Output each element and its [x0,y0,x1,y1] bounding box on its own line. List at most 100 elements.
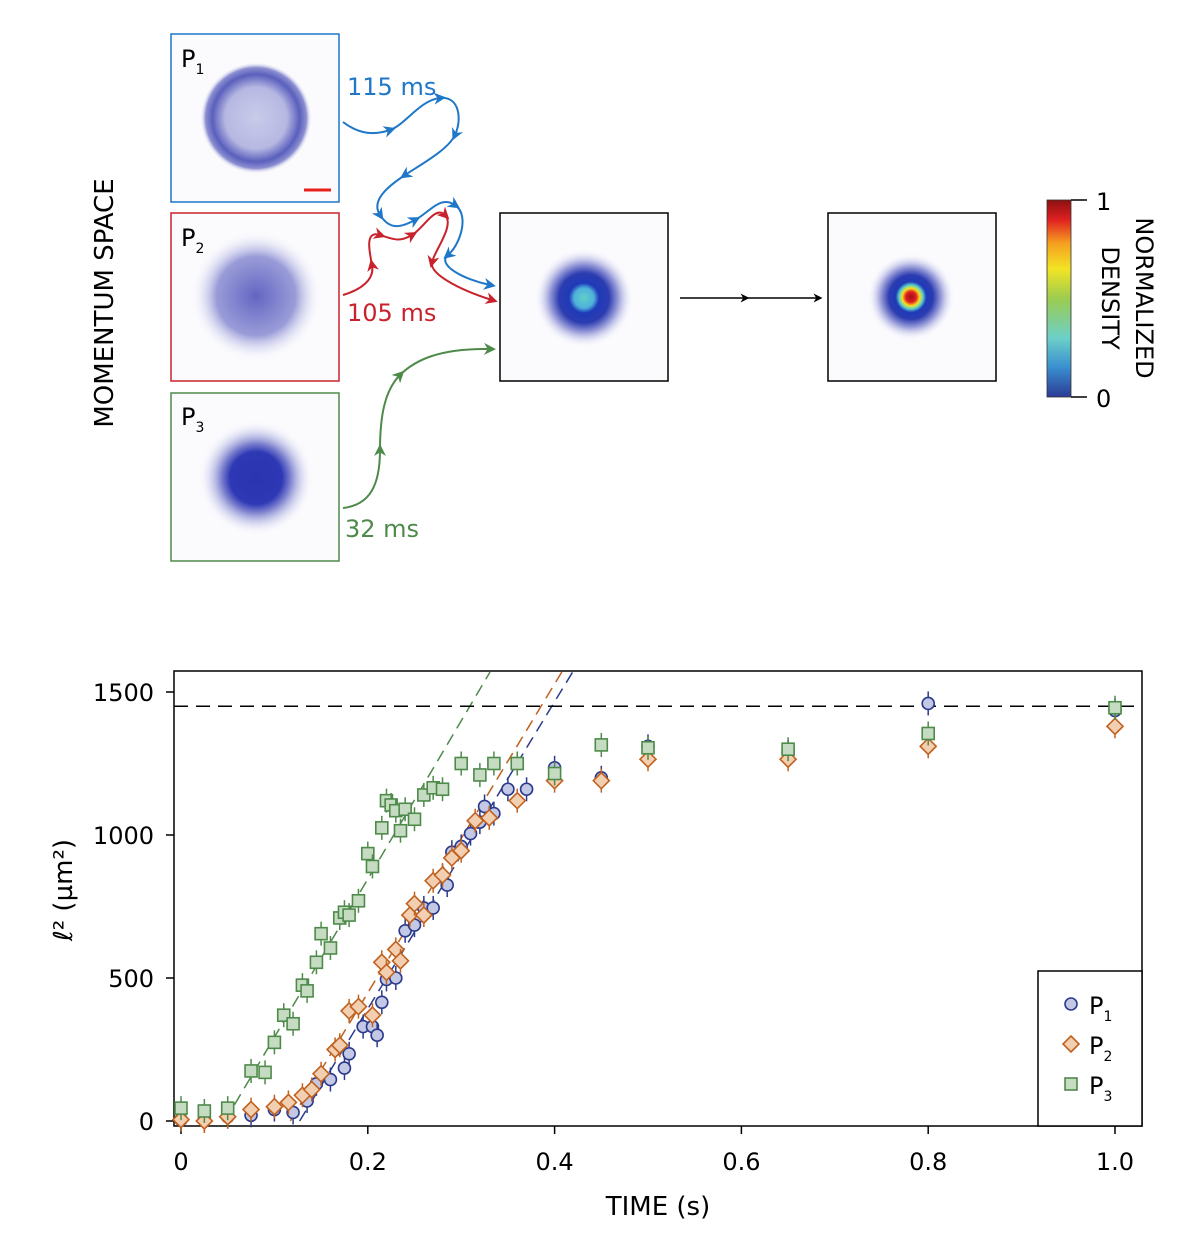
atom-cloud-dense [198,420,314,536]
data-point [337,1061,352,1075]
data-point [781,742,795,757]
time-label-p2: 105 ms [347,299,436,327]
legend-marker [1061,1034,1081,1054]
data-point [330,1036,349,1055]
series-p2 [171,714,1125,1133]
data-point [302,1080,321,1099]
fit-line-p1 [298,671,574,1122]
data-point [370,1028,384,1042]
x-axis: 0 0.2 0.4 0.6 0.8 1.0 [173,1126,1134,1176]
data-point [363,1006,382,1025]
data-point [1108,700,1122,715]
legend-item-p2: P2 [1061,1032,1112,1065]
data-point [921,696,936,711]
fit-lines [224,671,574,1122]
data-point [487,756,501,771]
x-tick-label: 0.2 [349,1148,387,1176]
colorbar: 1 0 NORMALIZED DENSITY [1046,188,1158,413]
data-point [508,791,527,810]
data-point [405,894,424,913]
condensate-initial [534,248,634,348]
momentum-space-label: MOMENTUM SPACE [90,178,120,427]
panel-label-p3: P3 [181,403,204,436]
y-axis: 0 500 1000 1500 [93,679,174,1136]
data-point [314,926,328,941]
data-point [433,865,452,885]
x-tick-label: 0.6 [722,1148,760,1176]
data-point [501,782,515,797]
data-point [921,726,936,741]
y-tick-label: 500 [108,965,154,993]
data-point [454,756,469,771]
data-point [398,802,412,817]
legend: P1 P2 P3 [1037,970,1143,1127]
data-point [407,812,422,827]
data-point [342,908,356,922]
data-point [547,766,562,781]
data-points [171,691,1125,1133]
data-point [286,1016,300,1031]
series-p3 [174,695,1122,1123]
panel-p1: P1 [170,33,340,203]
red-trajectory [342,206,498,304]
panel-p2: P2 [170,212,340,382]
legend-label: P1 [1089,992,1112,1025]
colorbar-min-label: 0 [1096,385,1111,413]
data-point [463,826,478,841]
data-point [375,821,389,835]
data-point [435,782,450,797]
green-trajectory [342,342,496,509]
data-point [197,1104,212,1118]
legend-item-p1: P1 [1064,992,1112,1025]
x-tick-label: 0.4 [536,1148,574,1176]
data-point [375,995,389,1010]
plot-frame [173,670,1143,1127]
y-tick-label: 0 [139,1108,154,1136]
data-point [477,799,492,814]
legend-item-p3: P3 [1064,1072,1112,1105]
legend-marker [1064,1077,1078,1091]
y-tick-label: 1500 [93,679,154,707]
data-point [414,905,433,925]
colorbar-max-label: 1 [1096,188,1111,216]
chart: 0 0.2 0.4 0.6 0.8 1.0 0 500 1000 1500 TIME (s) ℓ… [49,670,1143,1222]
data-point [342,1046,356,1061]
data-point [919,737,938,756]
data-point [300,984,314,998]
data-point [519,782,534,797]
legend-label: P3 [1089,1072,1112,1105]
data-point [365,859,380,874]
data-point [592,771,611,790]
data-point [241,1100,261,1119]
data-point [323,941,338,955]
data-point [594,738,609,752]
data-point [244,1064,258,1078]
data-point [309,955,324,970]
data-point [393,823,408,838]
data-point [258,1065,272,1080]
data-point [360,846,375,861]
data-point [265,1097,284,1116]
data-point [1105,717,1125,736]
data-point [351,893,366,908]
time-label-p3: 32 ms [345,515,419,543]
panel-final [827,212,997,382]
panel-merged [499,212,669,382]
x-axis-label: TIME (s) [605,1192,711,1222]
data-point [473,768,487,782]
data-point [267,1035,282,1050]
data-point [510,756,525,771]
data-point [391,951,410,970]
data-point [349,997,368,1016]
data-point [279,1093,298,1112]
legend-label: P2 [1089,1032,1112,1065]
x-tick-label: 0.8 [909,1148,947,1176]
blue-trajectory [342,92,496,290]
condensate-final [867,253,955,341]
data-point [220,1101,235,1115]
data-point [426,901,440,915]
data-point [174,1101,188,1115]
trajectory-arrows [342,92,498,509]
atom-cloud-ring [200,62,312,174]
panel-label-p1: P1 [181,45,204,78]
